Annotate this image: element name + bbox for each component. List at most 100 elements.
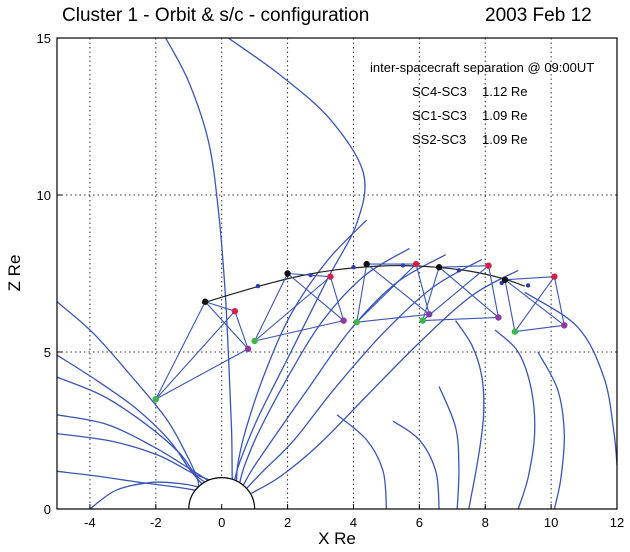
spacecraft-marker: [251, 337, 258, 345]
tetrahedron-4: [419, 262, 502, 324]
spacecraft-marker: [202, 298, 209, 305]
orbit-marker: [351, 265, 356, 270]
x-tick-label: -4: [84, 515, 96, 530]
y-axis: 0 5 10 15: [37, 31, 62, 517]
tetrahedron-edge: [155, 301, 206, 400]
spacecraft-marker: [327, 273, 334, 280]
y-tick-label: 0: [44, 502, 51, 517]
tetrahedron-5: [501, 273, 568, 335]
field-line: [438, 386, 460, 509]
y-tick-label: 5: [44, 345, 51, 360]
x-tick-label: 12: [610, 515, 624, 530]
tetrahedron-edge: [329, 276, 345, 321]
field-line: [57, 354, 203, 485]
tetrahedron-edge: [155, 310, 236, 400]
field-line: [235, 219, 368, 481]
spacecraft-marker: [284, 270, 291, 277]
x-tick-label: 2: [284, 515, 291, 530]
spacecraft-marker: [244, 345, 252, 353]
field-line: [57, 414, 209, 482]
field-line: [57, 470, 196, 491]
field-line: [89, 481, 199, 509]
field-lines: [57, 38, 617, 509]
chart-header: Cluster 1 - Orbit & s/c - configuration …: [0, 0, 630, 34]
spacecraft-marker: [485, 262, 492, 269]
x-tick-label: 8: [482, 515, 489, 530]
tetrahedron-edge: [439, 265, 489, 268]
spacecraft-marker: [561, 322, 568, 329]
x-axis: -4 -2 0 2 4 6 8 10 12: [84, 504, 624, 530]
annotation-pair-2: SC1-SC3: [412, 108, 467, 123]
grid-lines: [57, 38, 617, 509]
tetrahedron-edge: [356, 263, 368, 323]
y-tick-label: 15: [37, 31, 51, 46]
field-line: [537, 351, 566, 509]
separation-annotation: inter-spacecraft separation @ 09:00UT SC…: [370, 60, 594, 147]
tetrahedron-edge: [422, 265, 489, 322]
orbit-marker: [525, 283, 531, 288]
spacecraft-marker: [231, 307, 239, 315]
tetrahedron-3: [353, 260, 433, 326]
tetrahedron-edge: [287, 272, 331, 278]
annotation-value-1: 1.12 Re: [482, 84, 528, 99]
tetrahedron-edge: [487, 265, 499, 318]
tetrahedron-edge: [422, 267, 440, 321]
tetrahedron-edge: [514, 324, 565, 333]
tetrahedron-edge: [254, 320, 344, 342]
tetrahedron-edge: [287, 273, 344, 322]
annotation-pair-3: SS2-SC3: [412, 132, 466, 147]
spacecraft-marker: [551, 273, 558, 280]
chart-date: 2003 Feb 12: [485, 5, 592, 26]
spacecraft-marker: [495, 314, 502, 321]
orbit-marker: [255, 283, 261, 289]
spacecraft-marker: [340, 317, 347, 324]
tetrahedron-edge: [438, 266, 499, 318]
tetrahedron-edge: [504, 279, 516, 332]
x-tick-label: -2: [150, 515, 162, 530]
tetrahedron-edge: [254, 273, 289, 342]
field-line: [242, 254, 447, 486]
tetrahedron-edge: [204, 301, 249, 350]
field-line: [239, 247, 410, 483]
tetrahedron-edge: [514, 276, 555, 332]
spacecraft-marker: [152, 395, 160, 403]
earth: [188, 477, 256, 510]
y-tick-label: 10: [37, 188, 51, 203]
field-line: [524, 291, 617, 466]
field-line: [57, 301, 200, 488]
annotation-value-2: 1.09 Re: [482, 108, 528, 123]
tetrahedron-edge: [356, 313, 430, 323]
tetrahedron-edge: [504, 279, 565, 326]
x-tick-label: 4: [350, 515, 357, 530]
spacecraft-marker: [419, 317, 426, 324]
tetrahedron-edge: [553, 276, 565, 326]
earth-disk: [188, 477, 256, 510]
field-line: [227, 38, 366, 480]
tetrahedron-edge: [205, 301, 236, 312]
tetrahedron-2: [251, 270, 347, 345]
annotation-heading: inter-spacecraft separation @ 09:00UT: [370, 60, 594, 75]
field-line: [57, 376, 206, 483]
spacecraft-marker: [363, 260, 370, 268]
annotation-value-3: 1.09 Re: [482, 132, 528, 147]
plot-frame: [56, 37, 618, 510]
annotation-pair-1: SC4-SC3: [412, 84, 467, 99]
field-line: [392, 420, 440, 509]
x-tick-label: 6: [416, 515, 423, 530]
y-axis-label: Z Re: [5, 255, 24, 292]
x-tick-label: 0: [218, 515, 225, 530]
orbit-marker: [456, 268, 462, 273]
tetrahedron-edge: [366, 263, 430, 315]
spacecraft-marker: [353, 318, 360, 326]
tetrahedron-1: [152, 298, 252, 403]
tetrahedron-edge: [254, 276, 331, 342]
tetrahedron-edge: [504, 276, 555, 281]
spacecraft-marker: [511, 328, 519, 335]
field-line: [57, 432, 211, 481]
tetrahedron-edge: [422, 316, 499, 322]
x-axis-label: X Re: [318, 529, 356, 548]
spacecraft-marker: [435, 264, 443, 271]
spacecraft-marker: [412, 260, 420, 268]
field-line: [336, 414, 388, 509]
